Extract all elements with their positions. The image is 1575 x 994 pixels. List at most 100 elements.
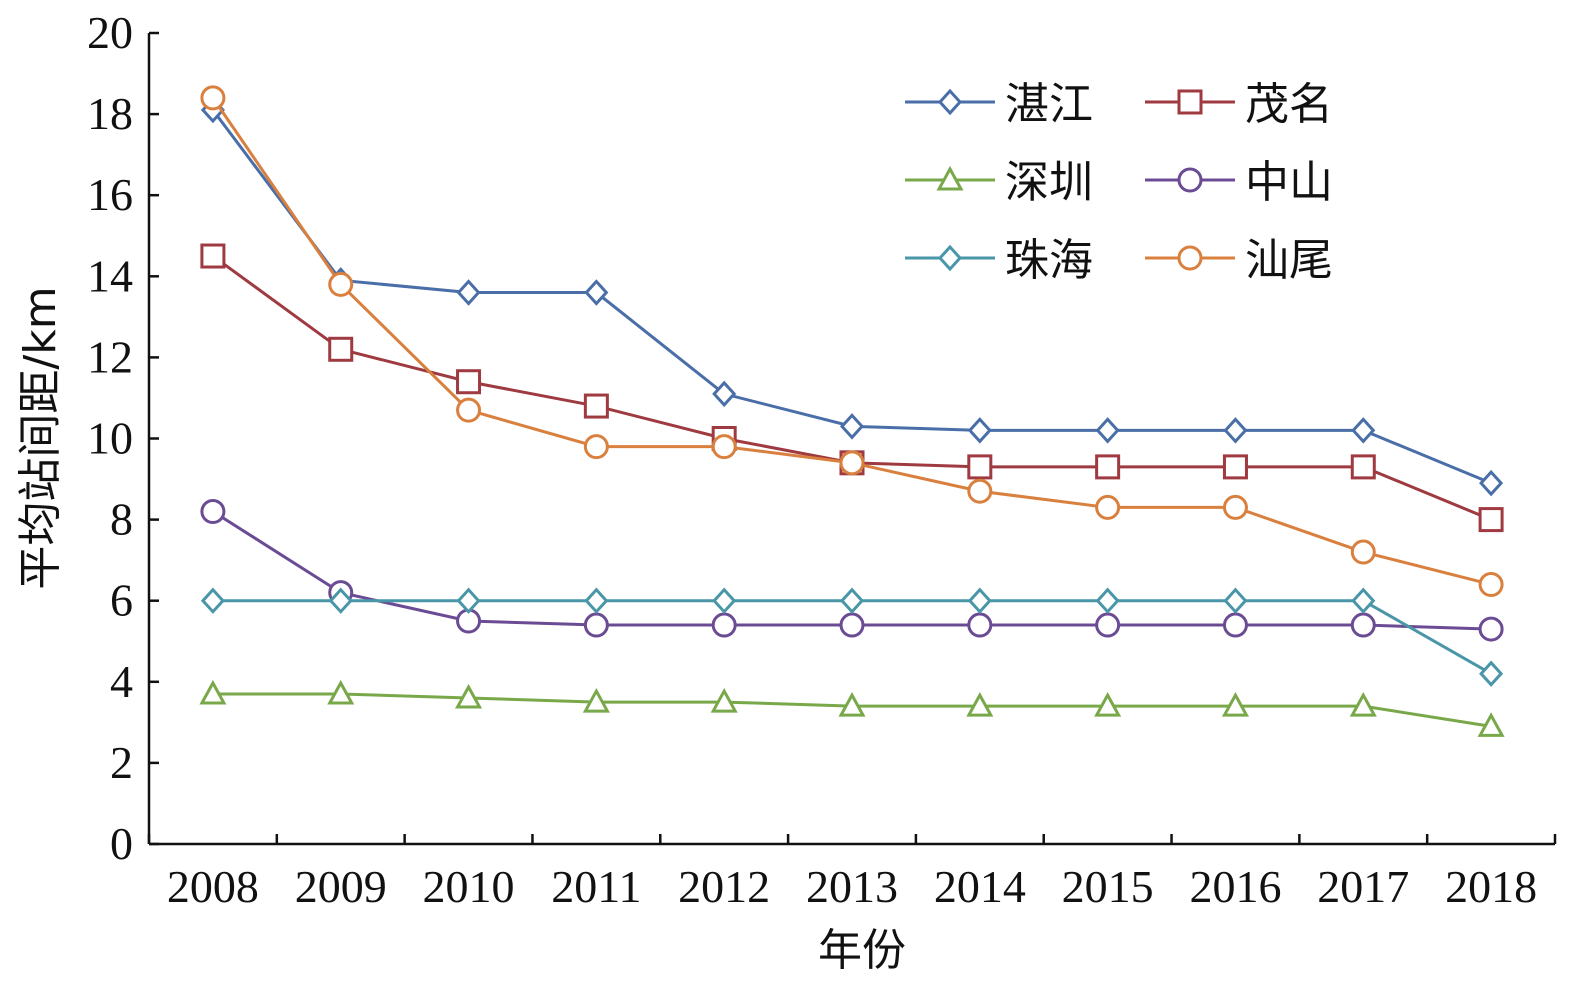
y-tick-label: 0 (110, 818, 133, 869)
legend-marker (937, 244, 963, 272)
data-point (1223, 417, 1248, 444)
data-point (583, 434, 609, 460)
data-point (1479, 469, 1504, 497)
legend-item: 深圳 (905, 157, 1093, 208)
data-point (967, 417, 992, 444)
data-point (1479, 660, 1504, 687)
data-point (839, 413, 865, 440)
x-tick-label: 2017 (1317, 861, 1409, 912)
data-point (1094, 692, 1122, 717)
legend-label: 茂名 (1245, 79, 1333, 130)
data-point (1223, 587, 1248, 614)
data-point (583, 393, 609, 419)
data-point (200, 85, 226, 111)
data-point (967, 612, 993, 638)
data-point (1478, 571, 1504, 597)
data-point (1095, 494, 1121, 520)
data-point (1095, 587, 1120, 614)
y-tick-label: 18 (87, 88, 133, 139)
data-point (1095, 417, 1120, 444)
data-point (1349, 692, 1377, 717)
x-tick-label: 2010 (423, 861, 515, 912)
data-point (839, 450, 865, 476)
x-tick-label: 2009 (295, 861, 387, 912)
x-tick-label: 2018 (1445, 861, 1537, 912)
legend-item: 中山 (1145, 157, 1333, 208)
data-point (328, 336, 354, 362)
y-tick-label: 2 (110, 737, 133, 788)
data-point (199, 679, 227, 705)
y-tick-label: 4 (110, 656, 133, 707)
data-point (839, 612, 865, 638)
data-point (456, 369, 482, 395)
series-3 (199, 679, 1505, 737)
legend-label: 珠海 (1005, 235, 1093, 286)
x-tick-label: 2016 (1189, 861, 1281, 912)
legend-item: 茂名 (1145, 79, 1333, 130)
data-point (1222, 612, 1248, 638)
y-tick-label: 16 (87, 169, 133, 220)
data-point (1478, 507, 1504, 533)
data-point (711, 434, 737, 460)
legend-marker (1177, 245, 1203, 271)
x-tick-label: 2013 (806, 861, 898, 912)
x-tick-label: 2015 (1062, 861, 1154, 912)
data-point (967, 478, 993, 504)
y-tick-label: 10 (87, 413, 133, 464)
data-point (328, 587, 353, 614)
data-point (583, 612, 609, 638)
x-tick-label: 2011 (551, 861, 641, 912)
x-tick-label: 2008 (167, 861, 259, 912)
data-point (200, 587, 225, 614)
legend-item: 湛江 (905, 79, 1093, 130)
data-point (456, 397, 482, 423)
data-point (1351, 587, 1376, 614)
x-axis-label: 年份 (818, 925, 906, 976)
legend-marker (1177, 167, 1203, 193)
data-point (966, 692, 994, 717)
x-tick-label: 2012 (678, 861, 770, 912)
data-point (710, 687, 738, 713)
legend-label: 汕尾 (1245, 235, 1333, 286)
y-tick-label: 20 (87, 7, 133, 58)
data-point (712, 380, 737, 408)
series-2 (200, 243, 1504, 533)
data-point (1350, 454, 1376, 480)
legend-marker (936, 165, 964, 191)
data-point (1350, 539, 1376, 565)
data-point (967, 454, 993, 480)
legend-label: 中山 (1245, 157, 1333, 208)
legend-label: 湛江 (1005, 79, 1093, 130)
data-point (1095, 454, 1121, 480)
data-point (327, 679, 355, 705)
data-point (200, 243, 226, 269)
data-point (328, 271, 354, 297)
data-point (1222, 454, 1248, 480)
y-axis-label: 平均站间距/km (15, 286, 66, 589)
y-tick-label: 8 (110, 494, 133, 545)
data-point (584, 279, 609, 306)
series-line (212, 254, 1492, 521)
data-point (711, 612, 737, 638)
data-point (1350, 612, 1376, 638)
x-tick-label: 2014 (934, 861, 1026, 912)
data-point (1221, 692, 1249, 717)
legend-marker (937, 88, 963, 116)
y-tick-label: 12 (87, 331, 133, 382)
data-point (582, 687, 610, 713)
data-point (1478, 616, 1504, 642)
data-point (456, 279, 481, 306)
legend-label: 深圳 (1005, 157, 1093, 208)
data-point (839, 587, 865, 614)
data-point (1351, 417, 1376, 444)
data-point (838, 692, 866, 717)
legend-marker (1177, 89, 1203, 115)
data-point (1095, 612, 1121, 638)
y-tick-label: 14 (87, 250, 133, 301)
series-4 (200, 498, 1504, 642)
data-point (1222, 494, 1248, 520)
series-5 (200, 587, 1504, 687)
data-point (1477, 712, 1505, 737)
